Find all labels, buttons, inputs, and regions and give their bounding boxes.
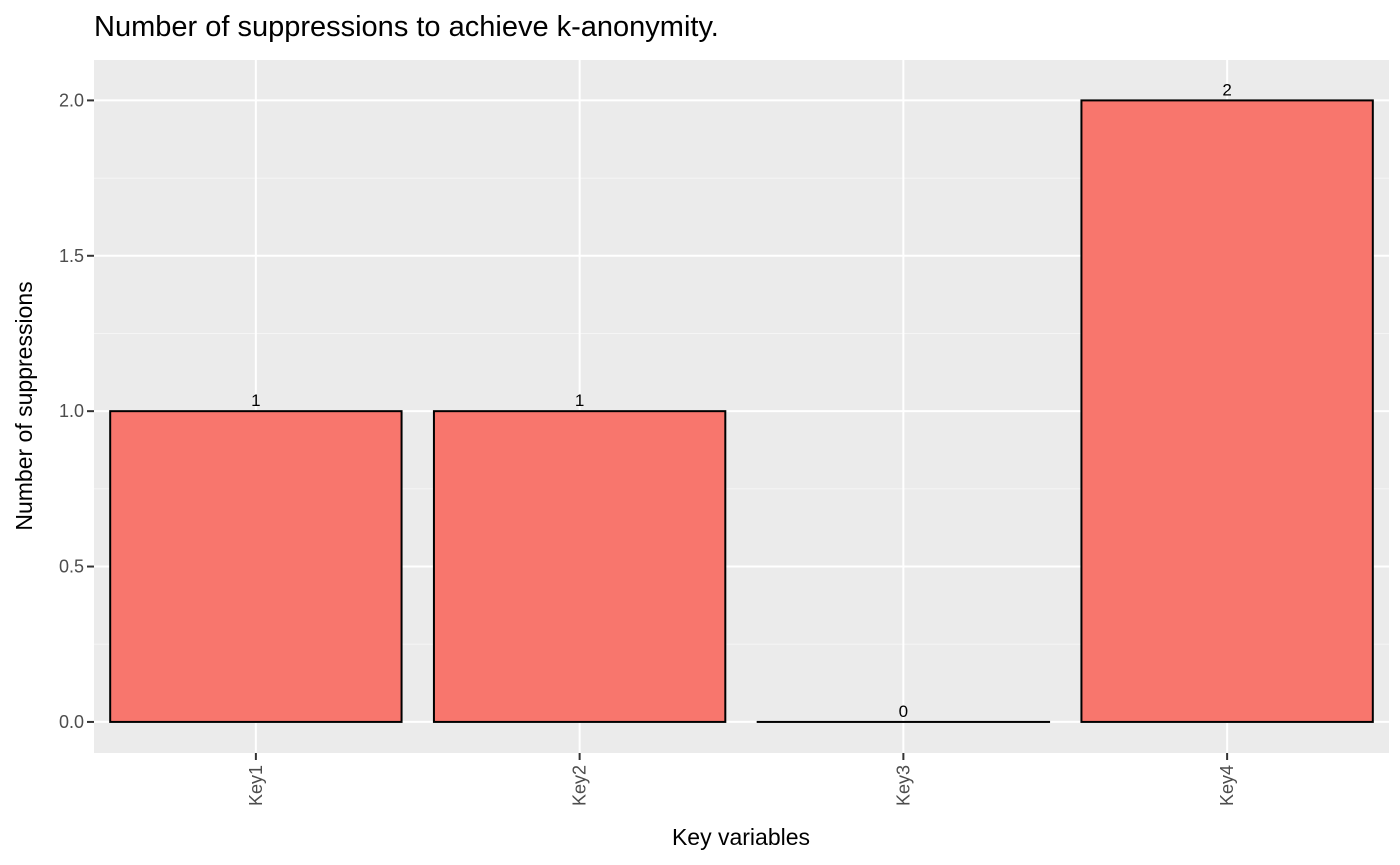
data-label-key2: 1 (575, 391, 584, 410)
x-axis: Key1 Key2 Key3 Key4 (246, 753, 1237, 806)
x-tick-label-key2: Key2 (570, 765, 590, 806)
y-axis: 0.0 0.5 1.0 1.5 2.0 (59, 90, 94, 732)
bar-key1 (109, 410, 403, 723)
data-label-key1: 1 (251, 391, 260, 410)
bars (109, 99, 1374, 723)
x-tick-label-key4: Key4 (1217, 765, 1237, 806)
x-tick-label-key3: Key3 (893, 765, 913, 806)
bar-key4 (1080, 99, 1374, 723)
data-labels: 1 1 0 2 (251, 80, 1232, 721)
data-label-key4: 2 (1222, 80, 1231, 99)
x-tick-label-key1: Key1 (246, 765, 266, 806)
y-tick-label: 1.5 (59, 246, 84, 266)
y-axis-title: Number of suppressions (11, 281, 37, 530)
y-tick-label: 0.5 (59, 557, 84, 577)
y-tick-label: 2.0 (59, 90, 84, 110)
chart-title: Number of suppressions to achieve k-anon… (94, 11, 719, 43)
data-label-key3: 0 (899, 702, 908, 721)
bar-key2 (432, 410, 727, 723)
x-axis-title: Key variables (672, 824, 810, 850)
y-tick-label: 0.0 (59, 712, 84, 732)
y-tick-label: 1.0 (59, 401, 84, 421)
